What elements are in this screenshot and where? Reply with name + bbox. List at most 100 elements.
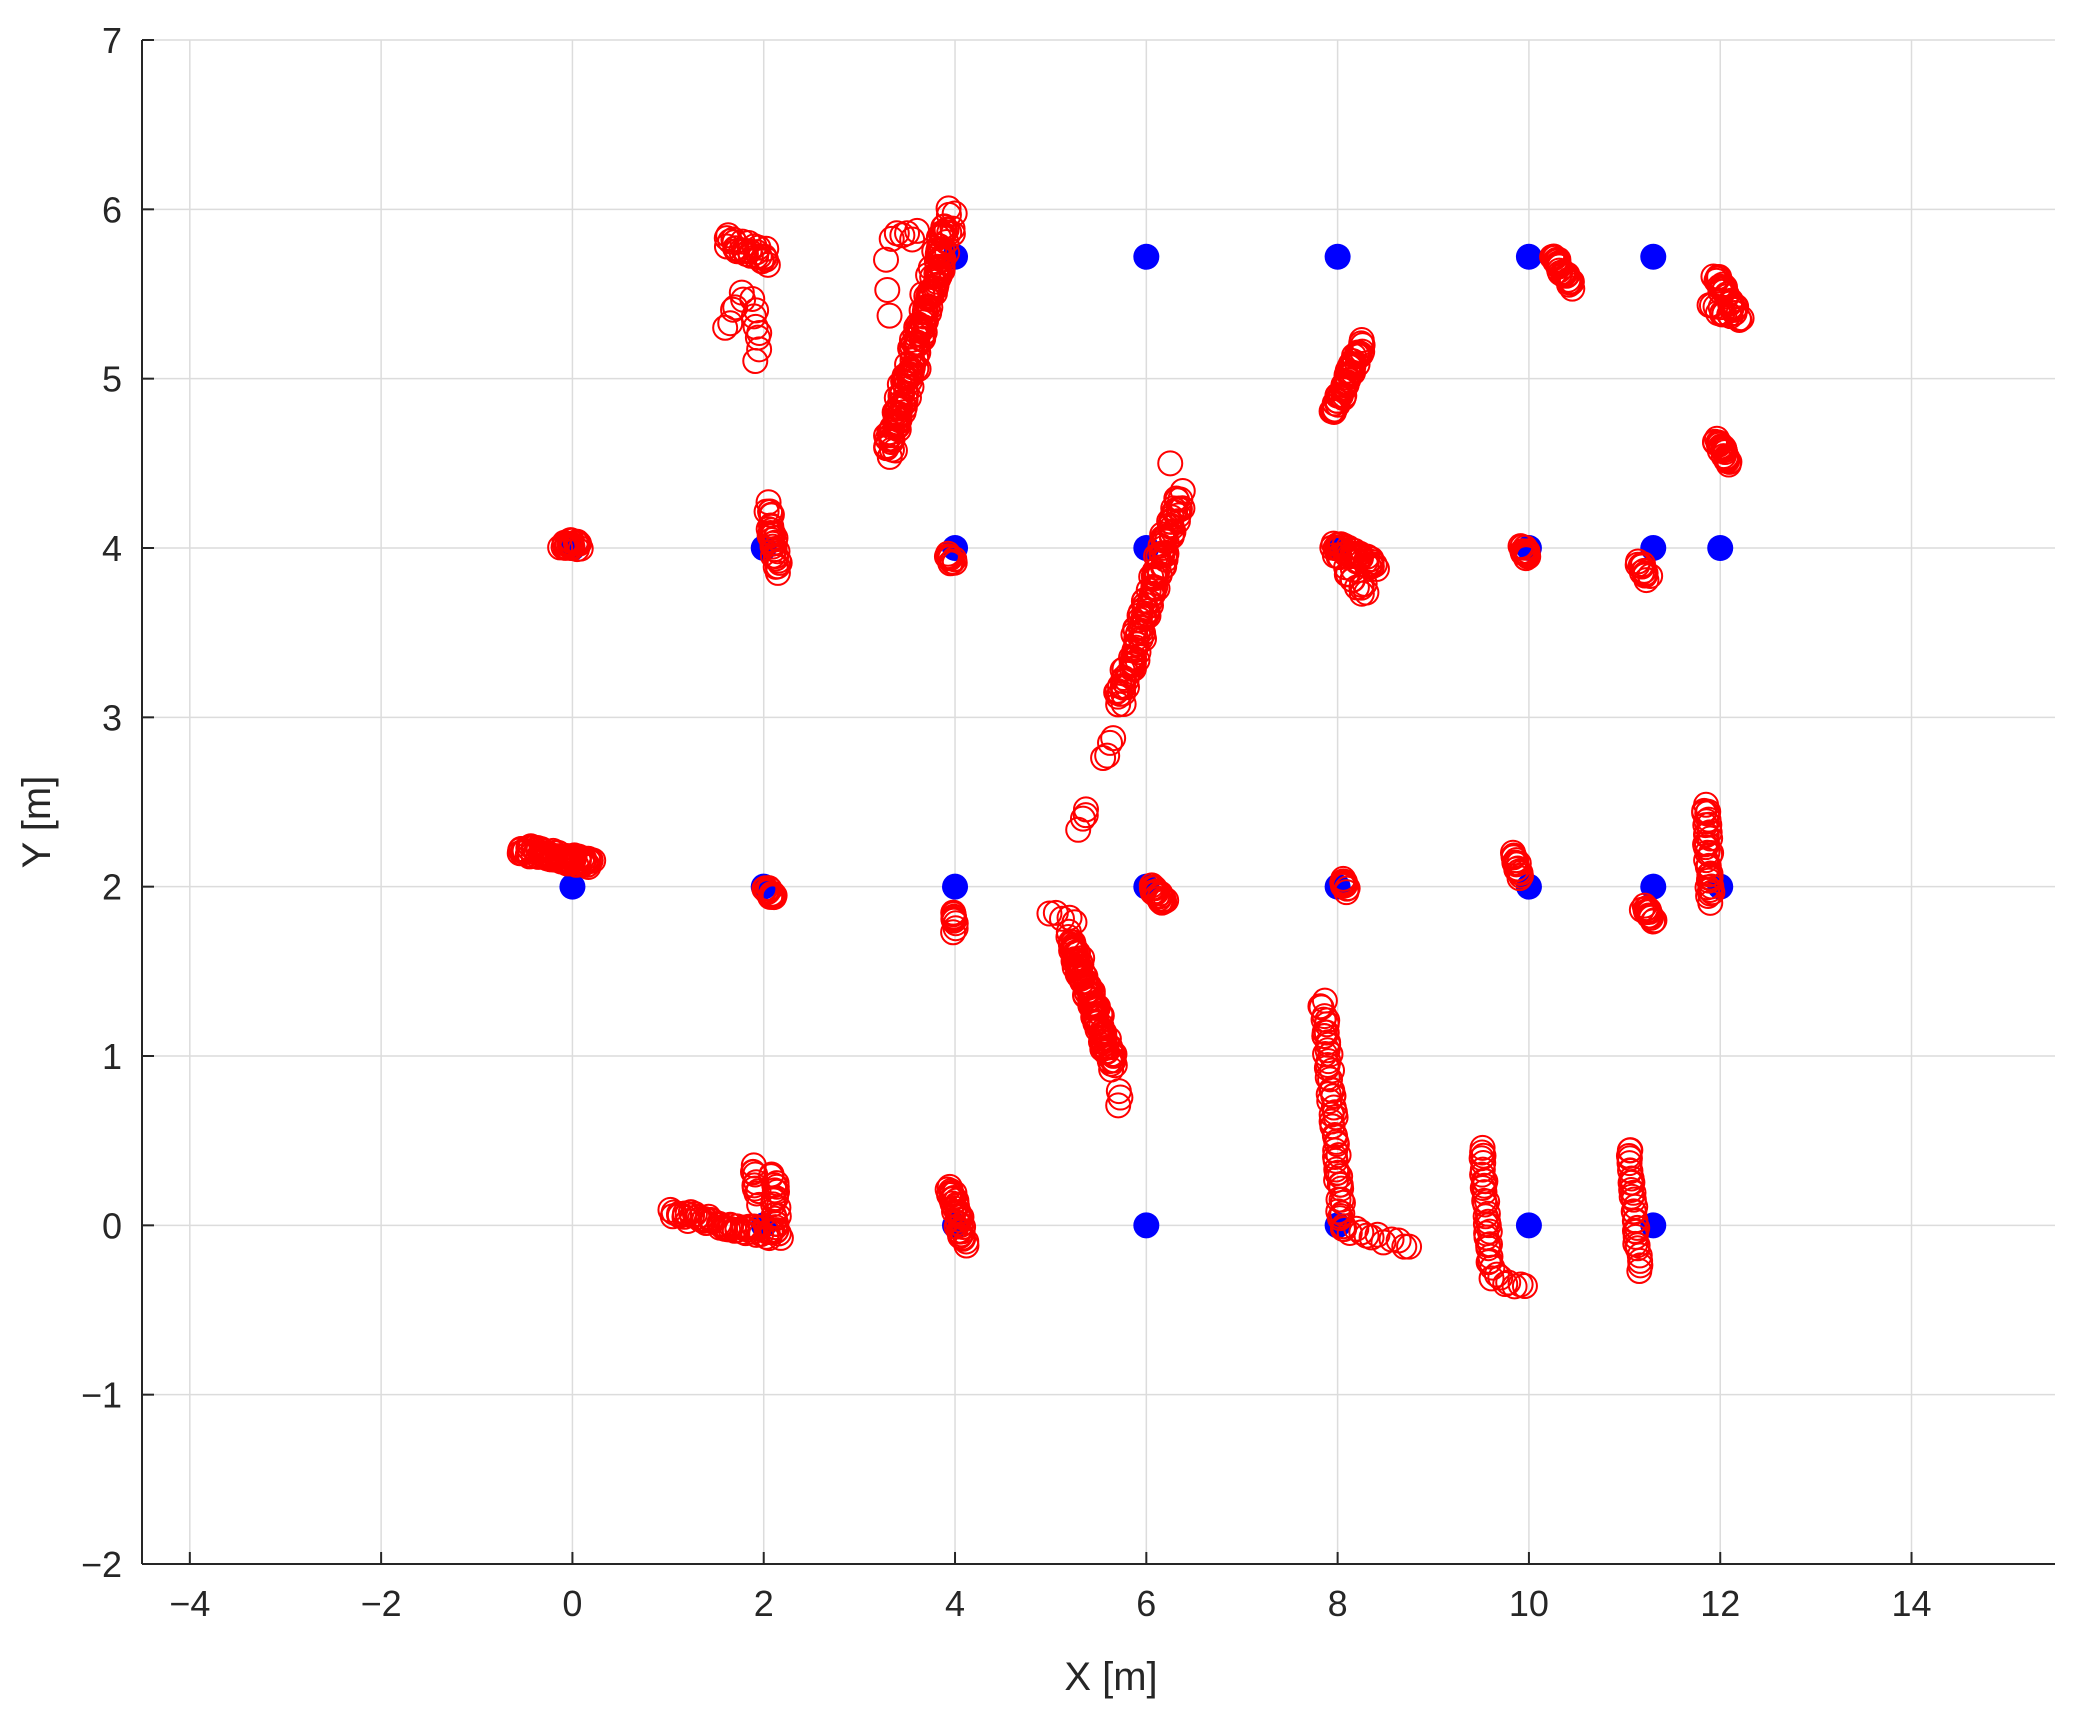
estimated-point bbox=[1699, 879, 1726, 906]
estimated-point bbox=[742, 348, 769, 375]
estimated-point bbox=[1336, 1219, 1363, 1246]
estimated-point bbox=[1717, 303, 1744, 330]
estimated-point bbox=[1506, 865, 1533, 892]
estimated-point bbox=[890, 399, 917, 426]
estimated-point bbox=[753, 235, 780, 262]
estimated-point bbox=[1105, 1092, 1132, 1119]
estimated-point bbox=[1633, 567, 1660, 594]
estimated-point bbox=[894, 220, 921, 247]
estimated-point bbox=[712, 314, 739, 341]
estimated-point bbox=[1470, 1142, 1497, 1169]
estimated-point bbox=[1097, 729, 1124, 756]
estimated-point bbox=[1333, 879, 1360, 906]
x-tick-label: 8 bbox=[1328, 1583, 1348, 1624]
estimated-point bbox=[1507, 862, 1534, 889]
estimated-point bbox=[1059, 935, 1086, 962]
estimated-point bbox=[728, 279, 755, 306]
estimated-point bbox=[1616, 1150, 1643, 1177]
estimated-point bbox=[948, 1221, 975, 1248]
estimated-point bbox=[763, 1217, 790, 1244]
estimated-point bbox=[746, 336, 773, 363]
estimated-point bbox=[1313, 1019, 1340, 1046]
estimated-point bbox=[1349, 338, 1376, 365]
estimated-point bbox=[876, 302, 903, 329]
x-tick-label: 10 bbox=[1509, 1583, 1549, 1624]
reference-point bbox=[1133, 1212, 1160, 1239]
estimated-point bbox=[1072, 802, 1099, 829]
estimated-point bbox=[941, 549, 968, 576]
estimated-point bbox=[1696, 819, 1723, 846]
estimated-point bbox=[874, 276, 901, 303]
y-tick-label: 3 bbox=[102, 697, 122, 738]
estimated-point bbox=[740, 1158, 767, 1185]
y-tick-label: 2 bbox=[102, 867, 122, 908]
reference-point bbox=[1515, 243, 1542, 270]
estimated-point bbox=[1325, 1186, 1352, 1213]
estimated-point bbox=[1169, 495, 1196, 522]
x-tick-label: 4 bbox=[945, 1583, 965, 1624]
estimated-point bbox=[761, 884, 788, 911]
estimated-point bbox=[1620, 1179, 1647, 1206]
estimated-point bbox=[1150, 887, 1177, 914]
x-tick-label: −2 bbox=[361, 1583, 402, 1624]
estimated-point bbox=[1088, 1002, 1115, 1029]
estimated-point bbox=[766, 549, 793, 576]
y-tick-label: 5 bbox=[102, 359, 122, 400]
estimated-point bbox=[1697, 864, 1724, 891]
estimated-point bbox=[1716, 448, 1743, 475]
axes bbox=[141, 39, 2055, 1565]
y-tick-label: 0 bbox=[102, 1205, 122, 1246]
estimated-point bbox=[941, 200, 968, 227]
estimated-point bbox=[1378, 1226, 1405, 1253]
estimated-point bbox=[1471, 1172, 1498, 1199]
estimated-point bbox=[1036, 900, 1063, 927]
estimated-point bbox=[745, 1178, 772, 1205]
estimated-point bbox=[748, 248, 775, 275]
estimated-point bbox=[1320, 1082, 1347, 1109]
estimated-point bbox=[935, 195, 962, 222]
estimated-point bbox=[1122, 634, 1149, 661]
estimated-point bbox=[1364, 1221, 1391, 1248]
estimated-point bbox=[1511, 1273, 1538, 1300]
estimated-point bbox=[732, 240, 759, 267]
reference-point bbox=[1324, 243, 1351, 270]
estimated-point bbox=[1396, 1233, 1423, 1260]
estimated-point bbox=[1151, 527, 1178, 554]
estimated-point bbox=[1487, 1264, 1514, 1291]
estimated-point bbox=[1048, 905, 1075, 932]
estimated-point bbox=[1099, 1047, 1126, 1074]
estimated-point bbox=[953, 1232, 980, 1259]
estimated-point bbox=[762, 543, 789, 570]
x-axis-label: X [m] bbox=[1064, 1655, 1157, 1699]
y-tick-label: 4 bbox=[102, 528, 122, 569]
estimated-point bbox=[1329, 1200, 1356, 1227]
estimated-point bbox=[1640, 908, 1667, 935]
estimated-point bbox=[1472, 1191, 1499, 1218]
estimated-point bbox=[574, 851, 601, 878]
estimated-point bbox=[873, 246, 900, 273]
estimated-point bbox=[947, 1223, 974, 1250]
estimated-point bbox=[1351, 570, 1378, 597]
estimated-point bbox=[1318, 1101, 1345, 1128]
reference-point bbox=[559, 873, 586, 900]
estimated-point bbox=[1622, 1230, 1649, 1257]
estimated-point bbox=[1620, 1198, 1647, 1225]
reference-point bbox=[1515, 1212, 1542, 1239]
estimated-point bbox=[1157, 512, 1184, 539]
x-tick-label: 12 bbox=[1700, 1583, 1740, 1624]
estimated-point bbox=[1157, 450, 1184, 477]
estimated-point bbox=[1556, 271, 1583, 298]
estimated-point bbox=[1638, 904, 1665, 931]
estimated-point bbox=[1166, 496, 1193, 523]
x-tick-label: 14 bbox=[1892, 1583, 1932, 1624]
estimated-point bbox=[720, 296, 747, 323]
estimated-point bbox=[1559, 275, 1586, 302]
reference-point bbox=[942, 873, 969, 900]
x-tick-label: 6 bbox=[1136, 1583, 1156, 1624]
estimated-point bbox=[1495, 1269, 1522, 1296]
estimated-point bbox=[743, 1180, 770, 1207]
estimated-point bbox=[878, 225, 905, 252]
estimated-point bbox=[1479, 1254, 1506, 1281]
reference-point bbox=[1707, 535, 1734, 561]
